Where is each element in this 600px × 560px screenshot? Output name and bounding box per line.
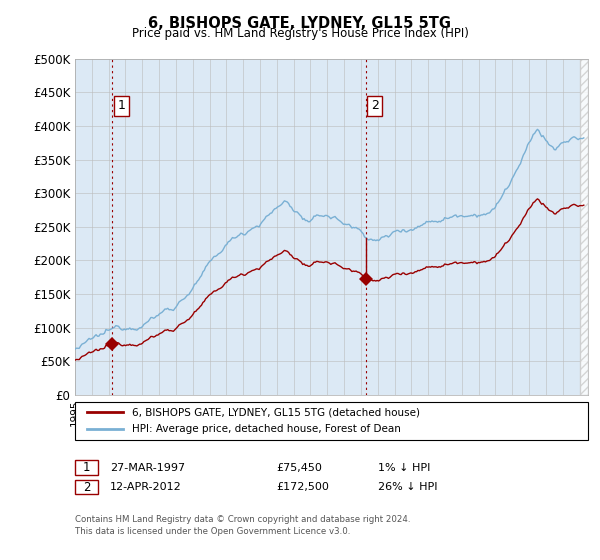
Text: Price paid vs. HM Land Registry's House Price Index (HPI): Price paid vs. HM Land Registry's House … — [131, 27, 469, 40]
Text: Contains HM Land Registry data © Crown copyright and database right 2024.
This d: Contains HM Land Registry data © Crown c… — [75, 515, 410, 536]
Text: £172,500: £172,500 — [276, 482, 329, 492]
Bar — [580, 59, 588, 395]
Text: 12-APR-2012: 12-APR-2012 — [110, 482, 182, 492]
Text: 2: 2 — [83, 480, 90, 494]
Text: 27-MAR-1997: 27-MAR-1997 — [110, 463, 185, 473]
Text: HPI: Average price, detached house, Forest of Dean: HPI: Average price, detached house, Fore… — [132, 424, 401, 434]
Text: £75,450: £75,450 — [276, 463, 322, 473]
Text: 1: 1 — [118, 99, 125, 113]
Text: 6, BISHOPS GATE, LYDNEY, GL15 5TG: 6, BISHOPS GATE, LYDNEY, GL15 5TG — [149, 16, 452, 31]
Text: 26% ↓ HPI: 26% ↓ HPI — [378, 482, 437, 492]
Text: 1% ↓ HPI: 1% ↓ HPI — [378, 463, 430, 473]
Text: 1: 1 — [83, 461, 90, 474]
Text: 2: 2 — [371, 99, 379, 113]
Text: 6, BISHOPS GATE, LYDNEY, GL15 5TG (detached house): 6, BISHOPS GATE, LYDNEY, GL15 5TG (detac… — [132, 407, 420, 417]
